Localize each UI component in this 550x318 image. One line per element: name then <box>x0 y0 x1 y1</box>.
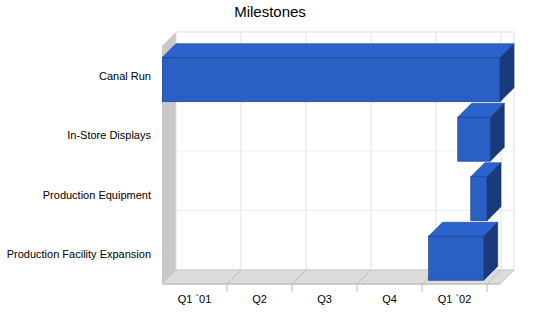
bar <box>458 103 505 161</box>
bar <box>429 222 498 280</box>
grid-line <box>227 270 241 284</box>
bar-side <box>490 103 504 161</box>
row-grid-line <box>176 210 514 211</box>
x-tick-label: Q2 <box>252 293 267 305</box>
grid-line <box>357 270 371 284</box>
category-label: Production Equipment <box>43 189 151 201</box>
category-label: In-Store Displays <box>67 129 151 141</box>
chart: Milestones Q1 `01 Q2 Q3 Q4 Q1 `02 Canal Run In-… <box>0 0 550 318</box>
x-axis-line <box>162 284 500 285</box>
bars <box>162 44 514 281</box>
bar-side <box>500 44 514 102</box>
bar-front <box>458 117 491 161</box>
bar <box>471 163 501 221</box>
bar-top <box>162 44 514 58</box>
x-tick-label: Q1 `02 <box>438 293 472 305</box>
bar <box>162 44 514 102</box>
x-tick-label: Q3 <box>317 293 332 305</box>
x-tick <box>292 284 293 292</box>
category-label: Canal Run <box>99 70 151 82</box>
bar-front <box>471 177 487 221</box>
x-tick <box>227 284 228 292</box>
x-tick-label: Q4 <box>382 293 397 305</box>
title: Milestones <box>234 3 306 20</box>
grid-line <box>292 270 306 284</box>
x-tick <box>487 284 488 292</box>
category-label: Production Facility Expansion <box>7 248 151 260</box>
x-tick <box>357 284 358 292</box>
bar-side <box>484 222 498 280</box>
x-tick-label: Q1 `01 <box>178 293 212 305</box>
bar-front <box>429 236 484 280</box>
x-tick <box>422 284 423 292</box>
bar-front <box>162 58 500 102</box>
bar-side <box>487 163 501 221</box>
